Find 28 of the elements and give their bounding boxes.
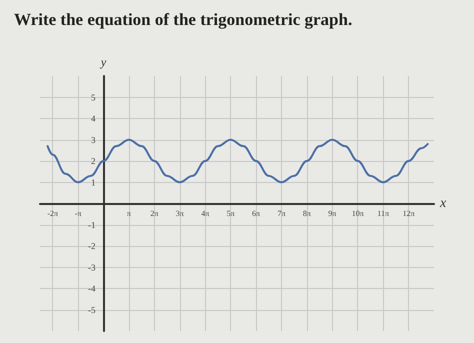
x-tick-label: 11π: [377, 209, 390, 218]
y-axis-title: y: [100, 55, 107, 69]
x-tick-label: π: [126, 209, 131, 218]
x-tick-label: 9π: [328, 209, 336, 218]
y-tick-label: -4: [88, 284, 96, 294]
y-tick-label: -2: [88, 241, 96, 251]
x-tick-label: 6π: [252, 209, 260, 218]
y-tick-label: -1: [88, 220, 96, 230]
x-tick-label: -π: [74, 209, 82, 218]
x-tick-label: 8π: [302, 209, 311, 218]
x-tick-label: 4π: [201, 209, 210, 218]
line-series: [46, 138, 429, 184]
x-axis-title: x: [439, 196, 447, 211]
x-tick-label: 12π: [402, 209, 415, 218]
x-tick-label: 2π: [150, 209, 158, 218]
y-tick-label: 1: [91, 177, 96, 188]
y-tick-label: -3: [88, 262, 96, 272]
y-tick-label: 3: [91, 134, 96, 145]
x-tick-label: 10π: [352, 209, 364, 218]
x-tick-label: 5π: [226, 209, 235, 218]
y-tick-label: -5: [88, 304, 96, 315]
y-tick-label: 2: [91, 156, 96, 166]
y-tick-label: 4: [91, 114, 96, 124]
x-tick-label: 7π: [277, 209, 286, 218]
chart-title: Write the equation of the trigonometric graph.: [14, 10, 352, 30]
y-tick-label: 5: [91, 92, 96, 102]
x-tick-label: 3π: [176, 209, 184, 218]
x-tick-label: -2π: [47, 209, 58, 218]
